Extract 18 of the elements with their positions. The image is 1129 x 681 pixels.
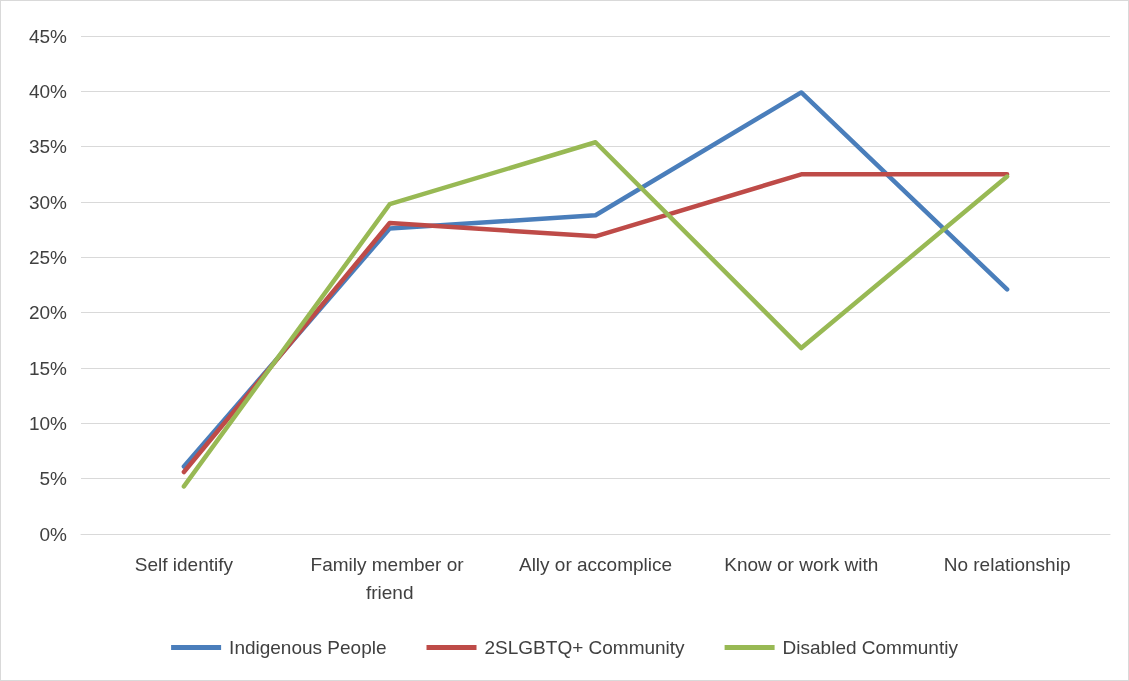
y-tick-label: 30% <box>28 191 68 213</box>
legend-label: 2SLGBTQ+ Community <box>484 637 686 658</box>
y-tick-label: 25% <box>28 246 68 268</box>
y-tick-label: 45% <box>28 25 68 47</box>
y-tick-label: 10% <box>28 412 68 434</box>
x-tick-label: Know or work with <box>724 553 879 575</box>
y-tick-label: 40% <box>28 80 68 102</box>
legend-label: Indigenous People <box>229 637 387 658</box>
x-tick-label: No relationship <box>943 553 1071 575</box>
x-tick-label: Ally or accomplice <box>518 553 673 575</box>
y-tick-label: 35% <box>28 136 68 158</box>
y-tick-label: 15% <box>28 357 68 379</box>
x-tick-label: Self identify <box>134 553 234 575</box>
y-tick-label: 20% <box>28 302 68 324</box>
y-tick-label: 0% <box>39 523 68 545</box>
x-tick-label: Family member or friend <box>310 553 469 603</box>
legend-label: Disabled Communtiy <box>782 637 959 658</box>
y-tick-label: 5% <box>39 468 68 490</box>
